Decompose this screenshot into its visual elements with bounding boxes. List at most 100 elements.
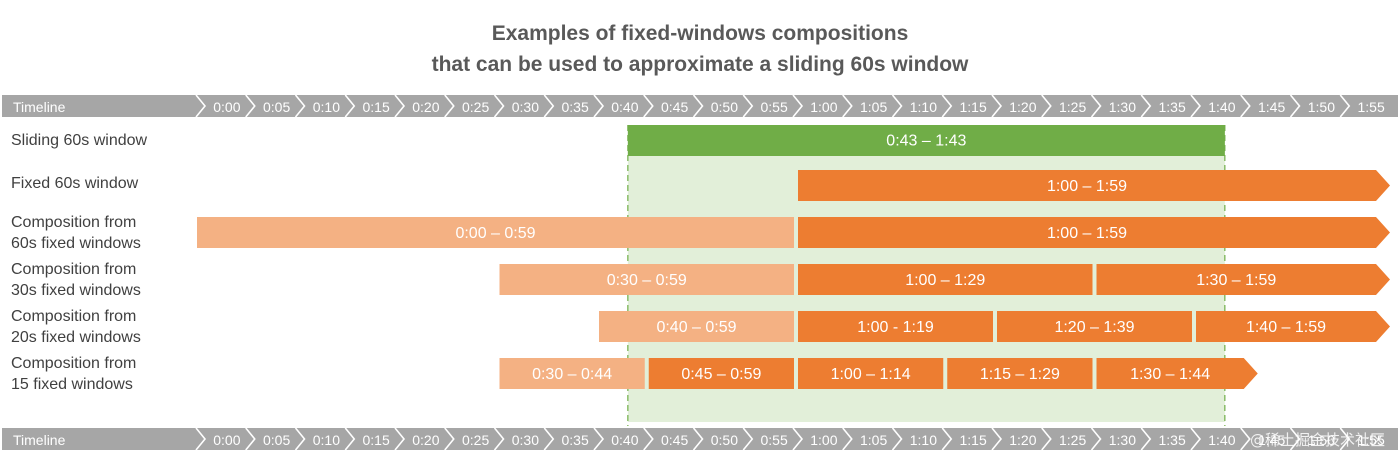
title-line-1: Examples of fixed-windows compositions	[491, 22, 909, 45]
bottom-timeline-chevron	[792, 427, 804, 451]
top-timeline-chevron	[394, 94, 406, 118]
top-timeline-chevron	[543, 94, 555, 118]
window-segment	[798, 311, 993, 342]
bottom-timeline-chevron	[444, 427, 455, 451]
row-label-sliding: Sliding 60s window	[11, 130, 147, 151]
bottom-timeline-tick: 1:05	[860, 432, 887, 448]
bottom-timeline-tick: 1:45	[1258, 432, 1285, 448]
window-segment	[499, 264, 794, 295]
bottom-timeline-chevron	[842, 427, 853, 451]
window-segment-arrow	[1096, 358, 1258, 389]
top-timeline-chevron	[294, 94, 306, 118]
window-segment-arrow	[798, 217, 1390, 248]
row-label-60s-composition: Composition from 60s fixed windows	[11, 212, 141, 254]
top-timeline-tick: 1:55	[1358, 99, 1385, 115]
bottom-timeline-tick: 0:55	[761, 432, 788, 448]
top-timeline-tick: 1:10	[910, 99, 937, 115]
bottom-timeline-tick: 0:35	[562, 432, 589, 448]
window-segment-label: 1:00 – 1:14	[831, 366, 911, 383]
window-segment-arrow	[1096, 264, 1390, 295]
window-segment	[197, 217, 794, 248]
window-segment-label: 0:40 – 0:59	[656, 319, 736, 336]
row-label-line: 60s fixed windows	[11, 235, 141, 252]
top-timeline-chevron	[1289, 94, 1301, 118]
top-timeline-chevron	[891, 94, 903, 118]
top-timeline-tick: 0:40	[611, 99, 638, 115]
row-label-line: Composition from	[11, 308, 137, 325]
window-segment-arrow	[1196, 311, 1390, 342]
row-label-20s-composition: Composition from 20s fixed windows	[11, 306, 141, 348]
bottom-timeline-chevron	[1190, 427, 1202, 451]
window-segment-label: 0:00 – 0:59	[455, 225, 535, 242]
top-timeline-tick: 0:05	[263, 99, 290, 115]
top-timeline-tick: 1:00	[810, 99, 837, 115]
window-segment-label: 1:20 – 1:39	[1054, 319, 1134, 336]
top-timeline-tick: 1:45	[1258, 99, 1285, 115]
bottom-timeline-label: Timeline	[13, 432, 66, 448]
window-segment	[947, 358, 1093, 389]
bottom-timeline-chevron	[245, 427, 256, 451]
top-timeline-tick: 1:20	[1009, 99, 1036, 115]
bottom-timeline-chevron	[1041, 427, 1052, 451]
bottom-timeline-chevron	[742, 427, 754, 451]
top-timeline-chevron	[1339, 94, 1351, 118]
window-segment-label: 1:00 – 1:59	[1047, 178, 1127, 195]
window-segment-label: 0:30 – 0:59	[607, 272, 687, 289]
bottom-timeline-tick: 0:40	[611, 432, 638, 448]
top-timeline-chevron	[692, 94, 704, 118]
window-segment	[798, 358, 944, 389]
top-timeline-tick: 0:25	[462, 99, 489, 115]
window-segment	[798, 264, 1093, 295]
window-segment-label: 1:00 – 1:29	[905, 272, 985, 289]
window-segment-label: 1:40 – 1:59	[1246, 319, 1326, 336]
bottom-timeline-tick: 0:45	[661, 432, 688, 448]
top-timeline-chevron	[1140, 94, 1152, 118]
bottom-timeline-tick: 0:05	[263, 432, 290, 448]
top-timeline-chevron	[195, 94, 207, 118]
bottom-timeline-chevron	[195, 427, 207, 451]
top-timeline-tick: 1:05	[860, 99, 887, 115]
window-segment-label: 1:30 – 1:59	[1196, 272, 1276, 289]
top-timeline-label: Timeline	[13, 99, 66, 115]
window-segment	[997, 311, 1192, 342]
top-timeline-tick: 0:15	[363, 99, 390, 115]
bottom-timeline-bar	[2, 428, 1398, 450]
bottom-timeline-tick: 0:00	[213, 432, 240, 448]
bottom-timeline-chevron	[344, 427, 356, 451]
top-timeline-chevron	[941, 94, 953, 118]
row-label-30s-composition: Composition from 30s fixed windows	[11, 259, 141, 301]
bottom-timeline-chevron	[1289, 427, 1301, 451]
top-timeline-chevron	[344, 94, 356, 118]
bottom-timeline-chevron	[493, 427, 505, 451]
top-timeline-tick: 1:40	[1208, 99, 1235, 115]
top-timeline-tick: 1:30	[1109, 99, 1136, 115]
row-label-line: Sliding 60s window	[11, 132, 148, 149]
top-timeline-tick: 1:25	[1059, 99, 1086, 115]
bottom-timeline-chevron	[1090, 427, 1102, 451]
diagram-title: Examples of fixed-windows compositions t…	[0, 18, 1400, 80]
window-segment-label: 0:45 – 0:59	[681, 366, 761, 383]
bottom-timeline-chevron	[1140, 427, 1152, 451]
bottom-timeline-chevron	[941, 427, 953, 451]
top-timeline-chevron	[593, 94, 605, 118]
row-label-line: Composition from	[11, 355, 137, 372]
bottom-timeline-tick: 1:50	[1308, 432, 1335, 448]
bottom-timeline-tick: 0:10	[313, 432, 340, 448]
row-label-line: 30s fixed windows	[11, 282, 141, 299]
top-timeline-tick: 0:00	[213, 99, 240, 115]
top-timeline-chevron	[792, 94, 804, 118]
bottom-timeline-chevron	[394, 427, 406, 451]
bottom-timeline-chevron	[1339, 427, 1351, 451]
window-segment	[648, 358, 794, 389]
bottom-timeline-tick: 1:55	[1358, 432, 1385, 448]
window-segment	[499, 358, 645, 389]
bottom-timeline-chevron	[891, 427, 903, 451]
row-label-line: 20s fixed windows	[11, 329, 141, 346]
row-label-15s-composition: Composition from 15 fixed windows	[11, 353, 136, 395]
bottom-timeline-tick: 1:25	[1059, 432, 1086, 448]
bottom-timeline-chevron	[294, 427, 306, 451]
top-timeline-tick: 1:35	[1159, 99, 1186, 115]
top-timeline-tick: 0:20	[412, 99, 439, 115]
top-timeline-tick: 0:35	[562, 99, 589, 115]
